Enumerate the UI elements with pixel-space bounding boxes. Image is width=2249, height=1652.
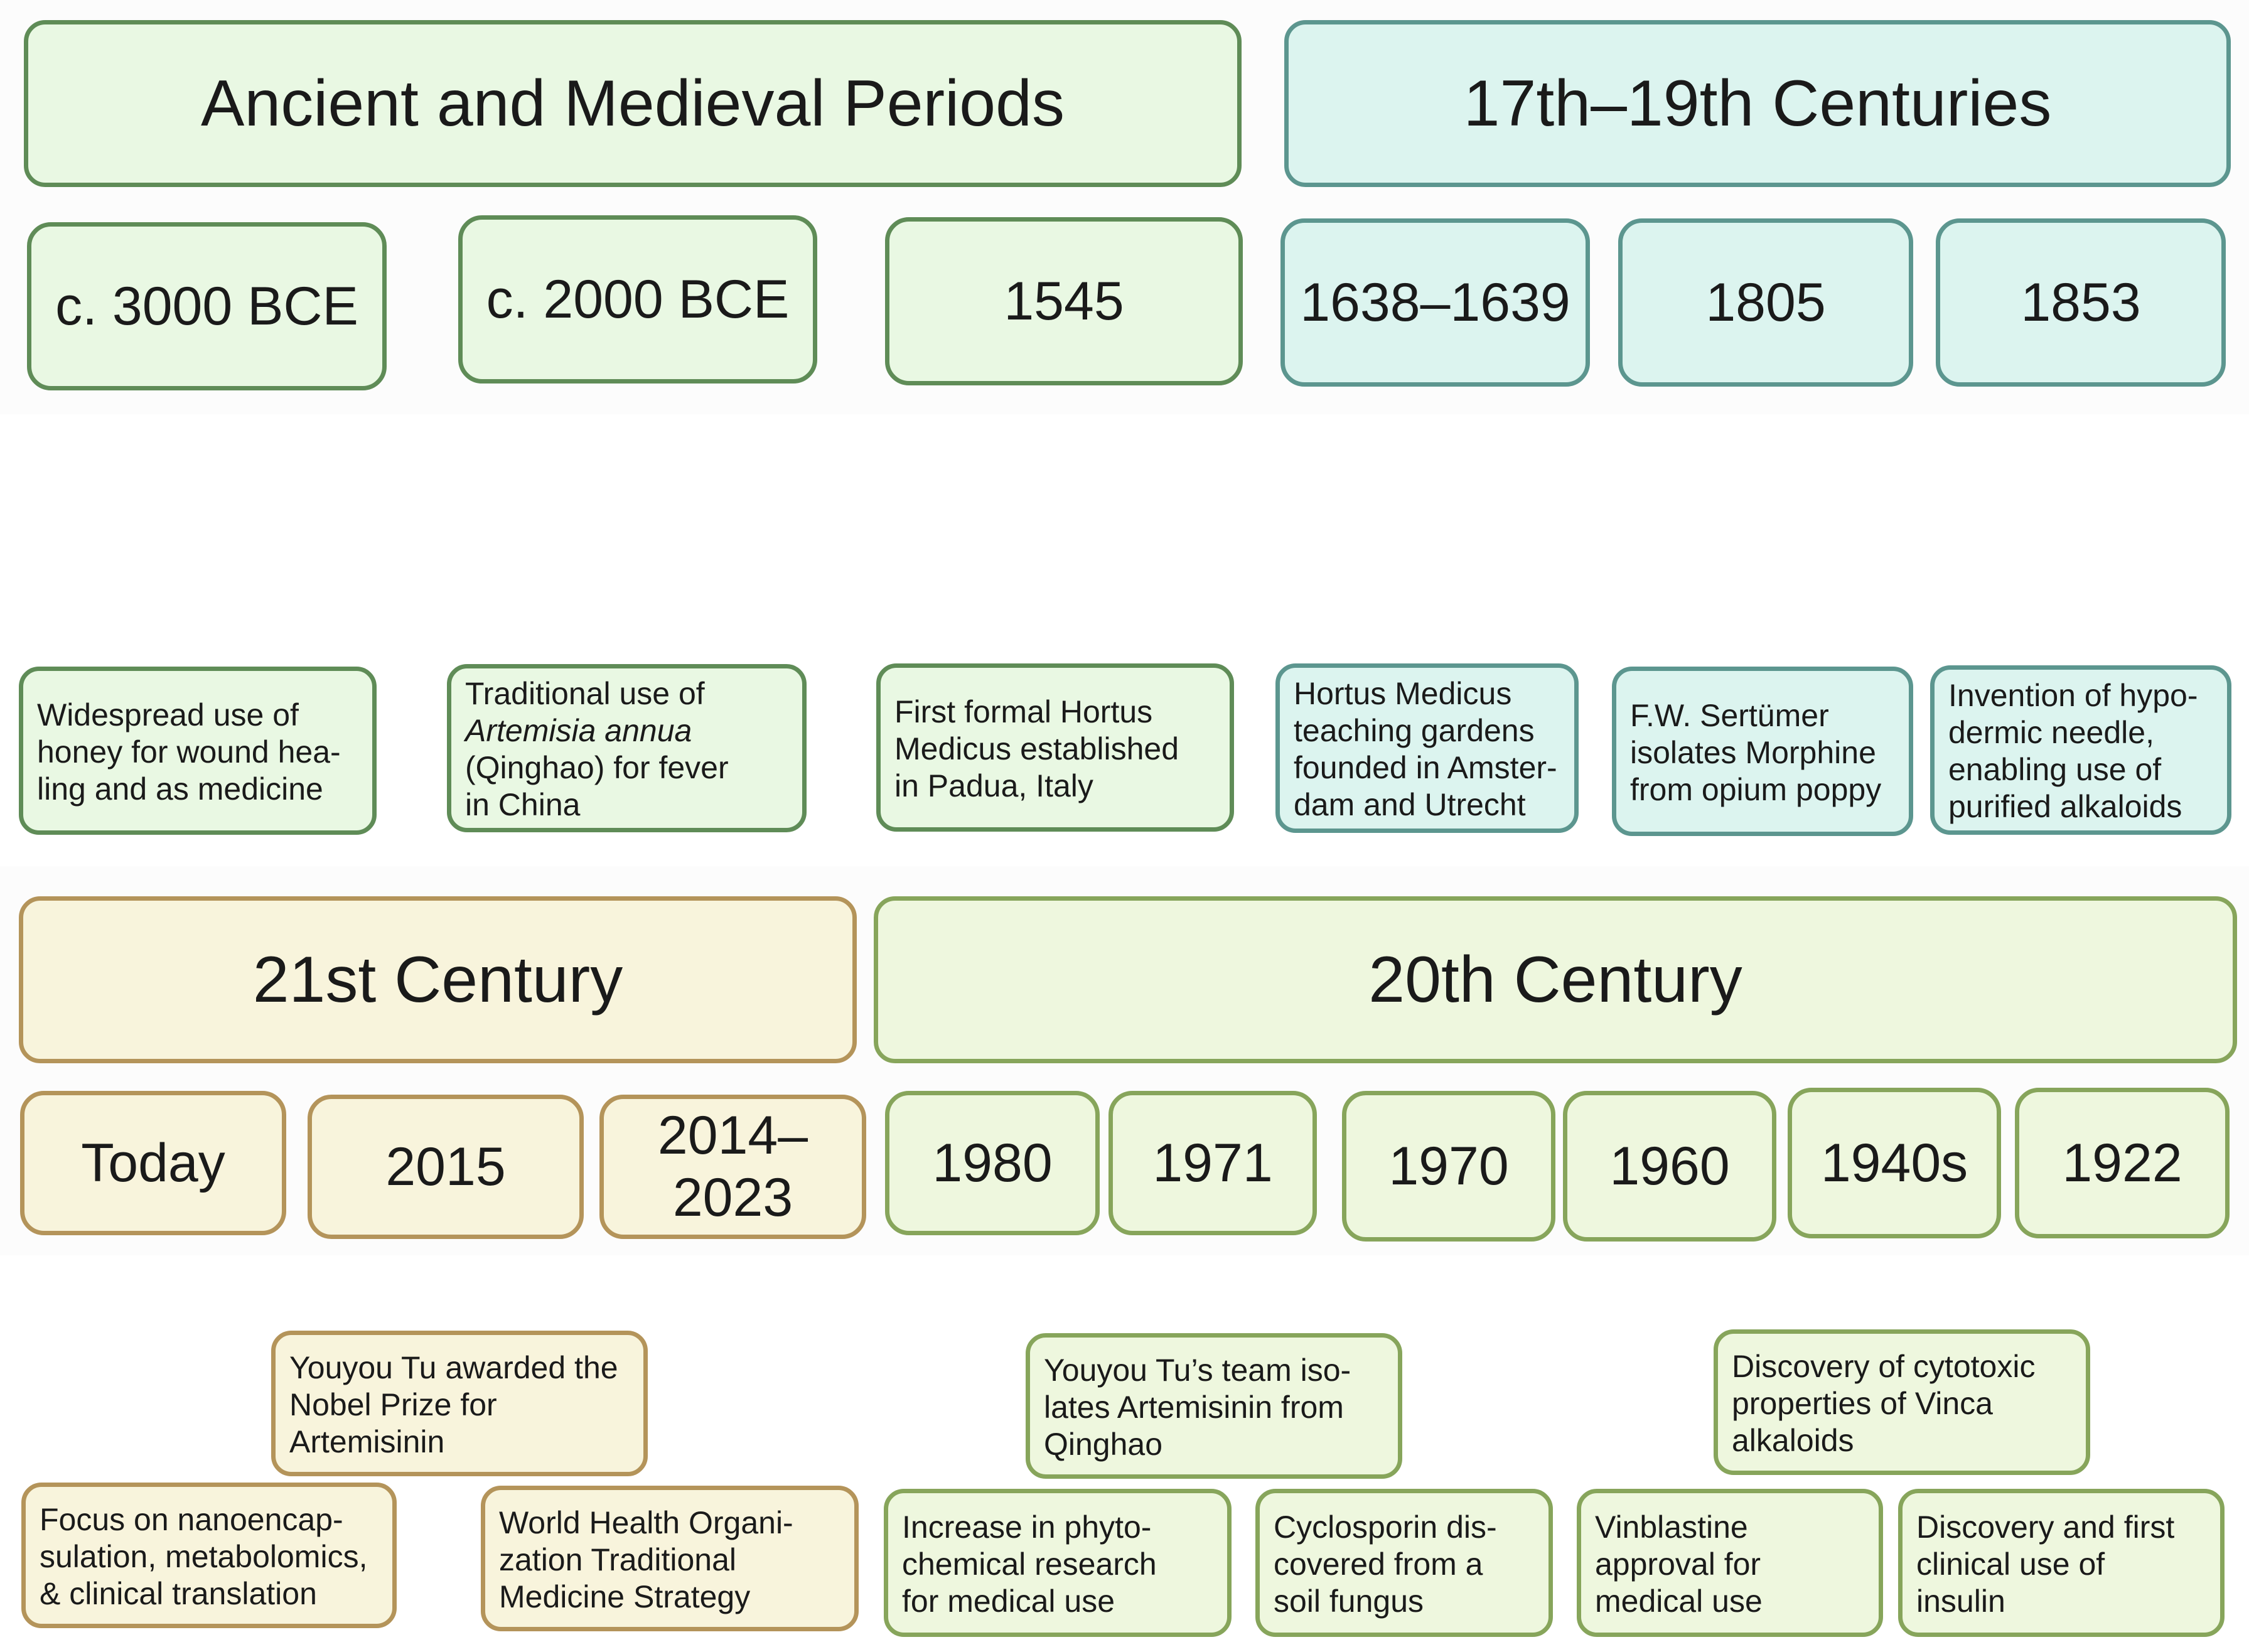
year-1980: 1980 (885, 1091, 1100, 1235)
year-1940s: 1940s (1788, 1088, 2001, 1238)
year-c3000bce: c. 3000 BCE (27, 222, 387, 390)
event-vinblastine: Vinblastine approval for medical use (1577, 1489, 1883, 1637)
year-1805: 1805 (1618, 218, 1913, 387)
year-1922: 1922 (2015, 1088, 2230, 1238)
event-hortus-amsterdam: Hortus Medicus teaching gardens founded … (1275, 663, 1579, 833)
event-nobel-prize: Youyou Tu awarded the Nobel Prize for Ar… (271, 1331, 648, 1476)
year-2014-2023: 2014–2023 (599, 1095, 866, 1239)
year-1853: 1853 (1936, 218, 2226, 387)
event-vinca-alkaloids: Discovery of cytotoxic properties of Vin… (1714, 1329, 2090, 1475)
year-1960: 1960 (1563, 1091, 1776, 1242)
year-c2000bce: c. 2000 BCE (458, 215, 817, 384)
event-hortus-padua: First formal Hortus Medicus established … (876, 663, 1234, 832)
year-today: Today (20, 1091, 286, 1235)
year-1545: 1545 (885, 217, 1243, 385)
event-who-strategy: World Health Organi- zation Traditional … (481, 1486, 859, 1631)
event-phytochemical-research: Increase in phyto- chemical research for… (884, 1489, 1232, 1637)
header-17th-19th-centuries: 17th–19th Centuries (1284, 20, 2231, 187)
event-insulin: Discovery and first clinical use of insu… (1898, 1489, 2225, 1637)
event-cyclosporin: Cyclosporin dis- covered from a soil fun… (1255, 1489, 1553, 1637)
year-1970: 1970 (1342, 1091, 1555, 1242)
event-artemisinin-isolation: Youyou Tu’s team iso- lates Artemisinin … (1026, 1333, 1402, 1479)
header-21st-century: 21st Century (19, 896, 857, 1063)
header-20th-century: 20th Century (874, 896, 2237, 1063)
event-artemisia: Traditional use of Artemisia annua (Qing… (447, 664, 807, 832)
event-hypodermic-needle: Invention of hypo- dermic needle, enabli… (1930, 665, 2231, 835)
event-morphine: F.W. Sertümer isolates Morphine from opi… (1612, 667, 1913, 836)
year-2015: 2015 (308, 1095, 584, 1239)
event-honey: Widespread use of honey for wound hea- l… (19, 667, 377, 835)
year-1971: 1971 (1108, 1091, 1317, 1235)
header-ancient-medieval: Ancient and Medieval Periods (24, 20, 1242, 187)
year-1638-1639: 1638–1639 (1280, 218, 1590, 387)
event-nanoencapsulation: Focus on nanoencap- sulation, metabolomi… (21, 1483, 397, 1628)
